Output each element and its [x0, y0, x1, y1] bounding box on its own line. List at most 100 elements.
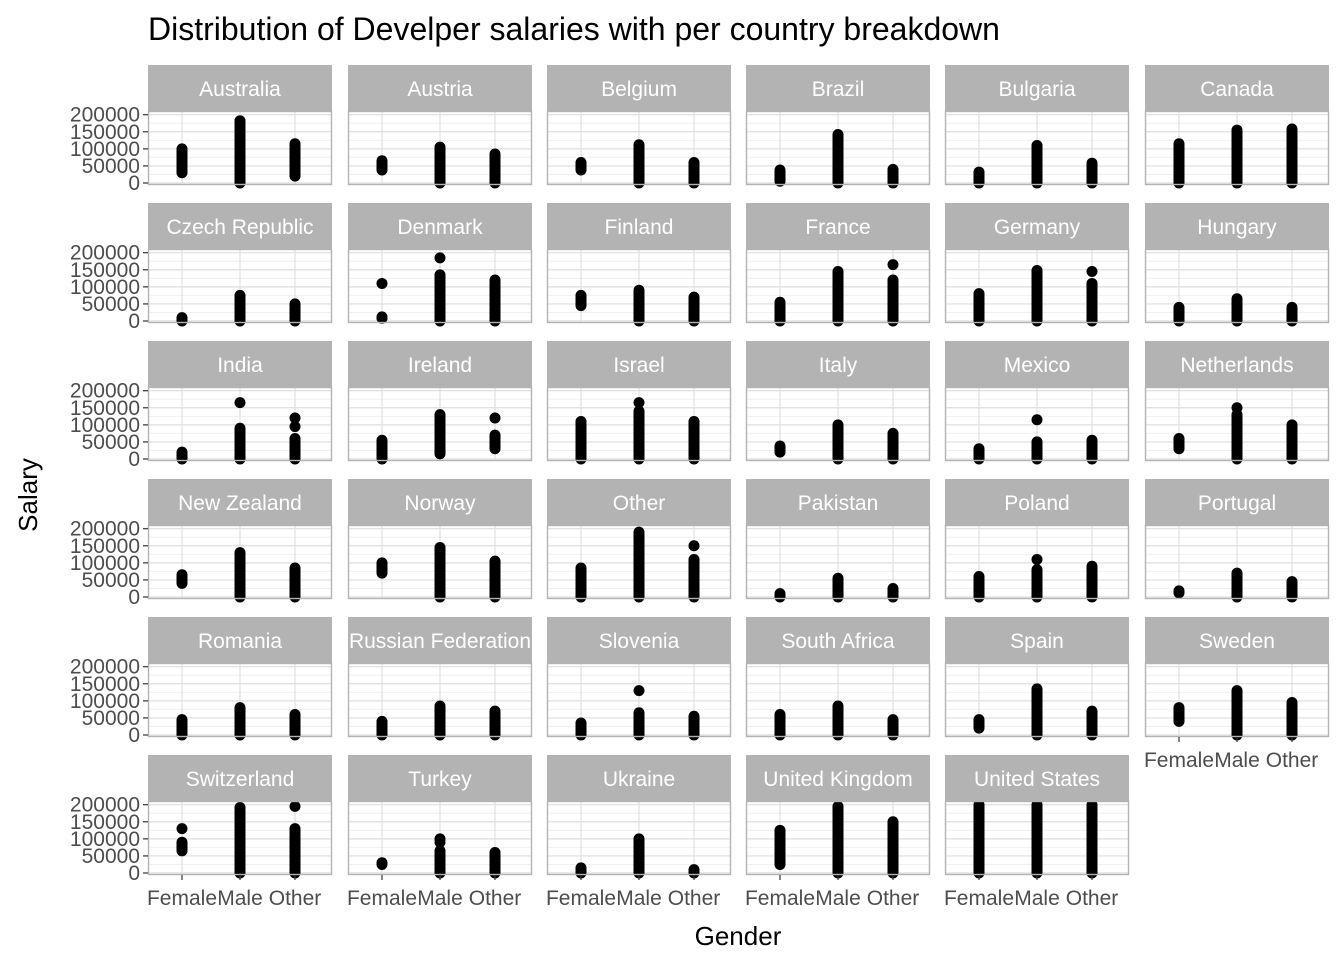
y-tick-label: 0: [128, 724, 140, 747]
chart-title: Distribution of Develper salaries with p…: [148, 11, 1000, 47]
facet-panel: Denmark: [347, 203, 533, 327]
data-point: [633, 685, 645, 697]
facet-panel: Pakistan: [745, 479, 931, 603]
strip-background: [746, 65, 930, 111]
facet-strip-label: Turkey: [408, 768, 472, 791]
y-tick-label: 150000: [70, 811, 140, 834]
panel-border: [347, 524, 533, 600]
facet-strip-label: South Africa: [781, 630, 895, 653]
y-tick-label: 200000: [70, 104, 140, 127]
data-point: [489, 412, 501, 424]
strip-background: [348, 341, 532, 387]
strip-background: [1145, 341, 1329, 387]
strip-background: [1145, 203, 1329, 249]
facet-strip-label: Portugal: [1198, 492, 1276, 515]
data-point: [688, 540, 700, 552]
facet-grid: Australia050000100000150000200000Austria…: [70, 65, 1330, 910]
panel-border: [546, 248, 732, 324]
facet-panel: Norway: [347, 479, 533, 603]
strip-background: [148, 755, 332, 801]
strip-background: [746, 617, 930, 663]
x-tick-label: Male: [217, 887, 263, 910]
y-tick-label: 150000: [70, 397, 140, 420]
x-tick-label: Male: [1214, 749, 1260, 772]
panel-border: [347, 800, 533, 876]
x-tick-label: Male: [417, 887, 463, 910]
y-axis-title: Salary: [13, 458, 43, 532]
x-tick-label: Female: [147, 887, 217, 910]
panel-border: [745, 800, 931, 876]
facet-strip-label: Bulgaria: [998, 78, 1075, 101]
data-point: [234, 397, 246, 409]
facet-strip-label: Finland: [605, 216, 674, 239]
facet-strip-label: Hungary: [1197, 216, 1277, 239]
facet-panel: United Kingdom Female Male Other: [745, 755, 931, 910]
y-tick-label: 200000: [70, 794, 140, 817]
facet-panel: Ukraine Female Male Other: [546, 755, 732, 910]
panel-border: [347, 248, 533, 324]
x-tick-label: Other: [668, 887, 721, 910]
facet-strip-label: Romania: [198, 630, 282, 653]
strip-background: [945, 341, 1129, 387]
facet-panel: Other: [546, 479, 732, 603]
strip-background: [1145, 617, 1329, 663]
y-tick-label: 0: [128, 172, 140, 195]
panel-border: [1144, 662, 1330, 738]
y-tick-label: 0: [128, 586, 140, 609]
facet-strip-label: Israel: [613, 354, 664, 377]
facet-panel: Portugal: [1144, 479, 1330, 603]
facet-strip-label: Mexico: [1004, 354, 1071, 377]
panel-border: [546, 524, 732, 600]
strip-background: [148, 65, 332, 111]
panel-border: [745, 386, 931, 462]
strip-background: [547, 203, 731, 249]
data-point: [633, 397, 645, 409]
panel-border: [347, 386, 533, 462]
strip-background: [348, 755, 532, 801]
data-point: [1031, 414, 1043, 426]
facet-strip-label: Pakistan: [798, 492, 879, 515]
panel-border: [546, 110, 732, 186]
strip-background: [348, 617, 532, 663]
facet-panel: Austria: [347, 65, 533, 189]
panel-border: [147, 386, 333, 462]
panel-border: [944, 524, 1130, 600]
panel-border: [147, 110, 333, 186]
panel-border: [147, 662, 333, 738]
facet-panel: United States Female Male Other: [944, 755, 1130, 910]
panel-border: [1144, 110, 1330, 186]
facet-strip-label: Russian Federation: [349, 630, 531, 653]
strip-background: [148, 617, 332, 663]
panel-border: [745, 662, 931, 738]
panel-border: [745, 524, 931, 600]
x-tick-label: Other: [1266, 749, 1319, 772]
facet-strip-label: Ireland: [408, 354, 472, 377]
facet-strip-label: United States: [974, 768, 1100, 791]
data-point: [887, 259, 899, 271]
strip-background: [945, 755, 1129, 801]
facet-strip-label: Canada: [1200, 78, 1274, 101]
x-tick-label: Male: [815, 887, 861, 910]
x-tick-label: Other: [1066, 887, 1119, 910]
y-tick-label: 100000: [70, 552, 140, 575]
y-tick-label: 150000: [70, 121, 140, 144]
y-tick-label: 50000: [82, 155, 140, 178]
strip-background: [945, 479, 1129, 525]
strip-background: [746, 755, 930, 801]
facet-strip-label: Italy: [819, 354, 858, 377]
x-tick-label: Other: [269, 887, 322, 910]
x-tick-label: Female: [944, 887, 1014, 910]
panel-border: [745, 110, 931, 186]
strip-background: [148, 341, 332, 387]
data-point: [289, 412, 301, 424]
panel-border: [1144, 386, 1330, 462]
facet-panel: Canada: [1144, 65, 1330, 189]
facet-strip-label: Ukraine: [603, 768, 675, 791]
facet-panel: Poland: [944, 479, 1130, 603]
data-point: [1231, 402, 1243, 414]
facet-panel: Belgium: [546, 65, 732, 189]
data-point: [176, 823, 188, 835]
